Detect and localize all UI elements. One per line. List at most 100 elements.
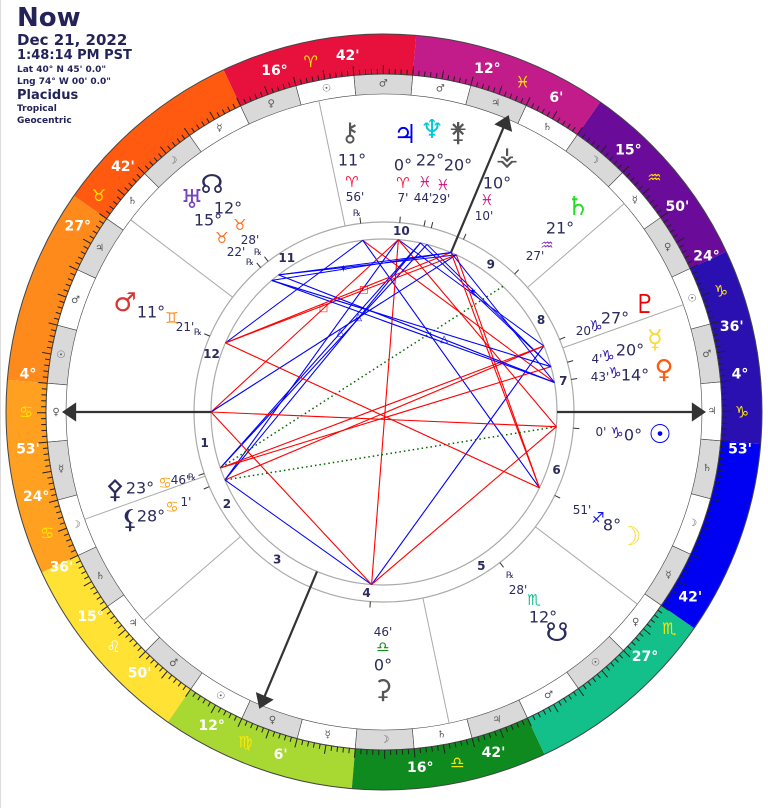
- planet-minutes: 43': [591, 370, 610, 384]
- aspect-line: [271, 279, 552, 368]
- planet-pallas[interactable]: ⚴︎ 23° ♋︎46'℞: [105, 473, 196, 505]
- cusp-sign-icon: ♌︎: [106, 637, 120, 656]
- planet-mars[interactable]: ♂︎ 11° ♊︎21' ℞: [113, 288, 202, 338]
- house-cusp-line-3: [143, 536, 241, 621]
- degree-tick: [548, 707, 552, 712]
- degree-tick: [710, 498, 720, 502]
- degree-tick: [646, 623, 652, 628]
- planet-jupiter[interactable]: ♃︎ 0°♈︎7': [393, 120, 416, 205]
- planet-position-tick: [559, 336, 566, 340]
- planet-minutes: 27': [526, 249, 545, 263]
- cusp-degree: 16°: [261, 63, 287, 79]
- planet-chiron[interactable]: ⚷︎ 11° ♈︎56' ℞: [338, 118, 366, 219]
- degree-tick: [701, 526, 711, 531]
- aspect-line: [455, 254, 540, 489]
- degree-tick: [117, 624, 123, 629]
- degree-tick: [699, 287, 705, 291]
- house-cusp-line-5: [422, 597, 450, 724]
- degree-tick: [591, 140, 596, 146]
- degree-tick: [167, 145, 172, 151]
- degree-tick: [301, 740, 304, 746]
- retrograde-icon: ℞: [194, 328, 202, 338]
- planet-degree: 0°: [374, 656, 392, 675]
- degree-tick: [492, 87, 496, 93]
- degree-tick: [586, 137, 591, 142]
- degree-tick: [679, 244, 684, 248]
- planet-position-tick: [359, 217, 362, 224]
- degree-tick: [681, 249, 687, 254]
- planet-south-node[interactable]: ☋︎12°♏︎28' ℞: [506, 571, 569, 648]
- degree-tick: [259, 91, 263, 97]
- degree-tick: [59, 522, 65, 525]
- cusp-degree: 24°: [693, 249, 719, 265]
- degree-tick: [604, 152, 609, 157]
- degree-tick: [595, 144, 600, 150]
- planet-pluto[interactable]: ♇︎27°♑︎20': [576, 290, 657, 338]
- degree-tick: [687, 559, 693, 563]
- degree-tick: [75, 560, 81, 564]
- planet-juno[interactable]: ⚵︎ 20°♓︎29': [432, 118, 472, 206]
- degree-tick: [635, 637, 640, 642]
- planet-minutes: 51': [573, 503, 592, 517]
- degree-tick: [289, 736, 292, 743]
- decan-ruler-icon: ♄︎: [543, 122, 552, 133]
- planet-sun[interactable]: ☉︎ 0°♑︎0': [596, 420, 672, 450]
- house-cusp-label-11: 16° ♈︎ 42': [261, 48, 359, 79]
- house-cusp-label-5: 16° ♎︎ 42': [407, 745, 505, 776]
- degree-tick: [458, 77, 461, 83]
- degree-tick: [109, 205, 114, 210]
- degree-tick: [476, 81, 479, 88]
- degree-tick: [707, 509, 713, 513]
- planet-minutes: 44': [414, 191, 433, 205]
- degree-tick: [720, 446, 726, 448]
- neptune-icon: ♆︎: [420, 115, 443, 145]
- degree-tick: [605, 666, 610, 671]
- planet-uranus[interactable]: ♅︎15°♉︎22'℞: [180, 185, 254, 268]
- retrograde-icon: ℞: [246, 258, 254, 268]
- degree-tick: [352, 66, 355, 76]
- degree-tick: [448, 743, 451, 749]
- planet-moon[interactable]: ☽︎8°♐︎51': [573, 503, 642, 552]
- degree-tick: [425, 747, 427, 753]
- degree-tick: [551, 110, 558, 120]
- planet-sign-icon: ♈︎: [396, 174, 409, 192]
- planet-vesta[interactable]: ⚶︎ 10°♓︎10': [475, 142, 518, 223]
- degree-tick: [237, 718, 243, 727]
- degree-tick: [207, 701, 211, 707]
- planet-lilith[interactable]: ⚸︎28° ♋︎ 1': [120, 495, 191, 535]
- cusp-minutes: 50': [128, 666, 152, 682]
- decan-ruler-icon: ♄︎: [437, 729, 446, 740]
- degree-tick: [657, 609, 663, 614]
- aspect-glyph-icon: ✶: [468, 287, 476, 298]
- planet-north-node[interactable]: ☊︎12°♉︎28'℞: [200, 170, 262, 258]
- planet-mercury[interactable]: ☿︎20°♑︎4': [592, 325, 663, 366]
- cusp-sign-icon: ♋︎: [40, 523, 54, 542]
- aspect-line: [450, 252, 555, 383]
- planet-saturn[interactable]: ♄︎21°♒︎27': [526, 192, 590, 263]
- aspect-line: [271, 252, 452, 281]
- cusp-degree: 16°: [407, 760, 433, 776]
- planet-ceres[interactable]: ⚳︎0°♎︎46': [373, 625, 392, 705]
- degree-tick: [49, 335, 55, 338]
- aspect-line: [426, 244, 552, 368]
- house-number: 11: [278, 251, 295, 265]
- house-number: 12: [203, 347, 220, 361]
- degree-tick: [261, 727, 264, 733]
- degree-tick: [346, 70, 349, 76]
- degree-tick: [720, 440, 730, 443]
- degree-tick: [42, 376, 48, 378]
- degree-tick: [705, 515, 711, 518]
- band-inner-ring: [45, 73, 723, 751]
- degree-tick: [54, 505, 60, 508]
- decan-ruler-icon: ♀︎: [268, 99, 275, 110]
- planet-position-tick: [514, 269, 520, 275]
- planet-venus[interactable]: ♀︎ 14°♑︎43': [591, 355, 674, 385]
- aspect-line: [371, 239, 399, 585]
- degree-tick: [49, 488, 55, 491]
- degree-tick: [682, 569, 688, 573]
- degree-tick: [288, 82, 291, 88]
- planet-neptune[interactable]: ♆︎ 22° ♓︎44': [414, 115, 444, 205]
- degree-tick: [419, 748, 422, 754]
- decan-ruler-icon: ♃︎: [492, 714, 501, 725]
